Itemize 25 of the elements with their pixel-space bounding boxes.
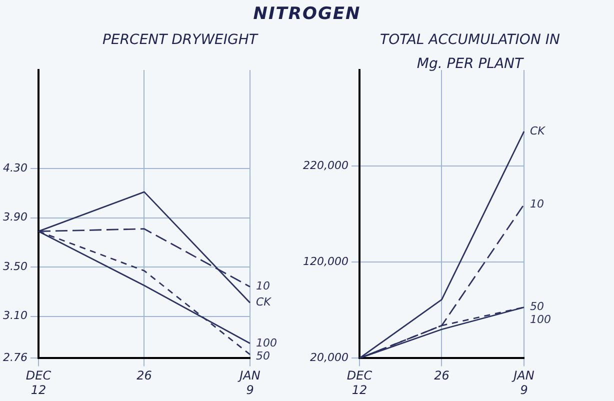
y-tick-label: 20,000 xyxy=(310,351,348,364)
x-tick-label: DEC 12 xyxy=(26,368,52,397)
series-label: 50 xyxy=(256,349,270,362)
text: NITROGEN xyxy=(252,4,362,24)
y-tick-label: 2.76 xyxy=(2,351,28,364)
y-tick-label: 3.50 xyxy=(2,260,28,273)
y-tick-label: 3.10 xyxy=(2,309,28,322)
series-label: CK xyxy=(256,296,272,309)
series-label: 100 xyxy=(530,313,551,326)
chart-subtitle: TOTAL ACCUMULATION IN Mg. PER PLANT xyxy=(379,31,561,74)
series-label: CK xyxy=(530,124,546,138)
y-tick-label: 3.90 xyxy=(2,210,28,224)
x-tick-label: DEC 12 xyxy=(346,368,373,397)
series-label: 10 xyxy=(530,197,544,210)
x-tick-label: JAN 9 xyxy=(238,368,260,397)
y-tick-label: 4.30 xyxy=(2,161,28,174)
series-label: 10 xyxy=(256,280,270,293)
series-label: 50 xyxy=(530,300,544,314)
series-label: 100 xyxy=(256,336,277,350)
x-tick-label: JAN 9 xyxy=(512,368,534,397)
y-tick-label: 220,000 xyxy=(302,158,348,172)
chart-subtitle: PERCENT DRYWEIGHT xyxy=(102,31,260,50)
y-tick-label: 120,000 xyxy=(302,254,348,268)
x-tick-label: 26 xyxy=(434,368,450,383)
x-tick-label: 26 xyxy=(136,368,152,383)
